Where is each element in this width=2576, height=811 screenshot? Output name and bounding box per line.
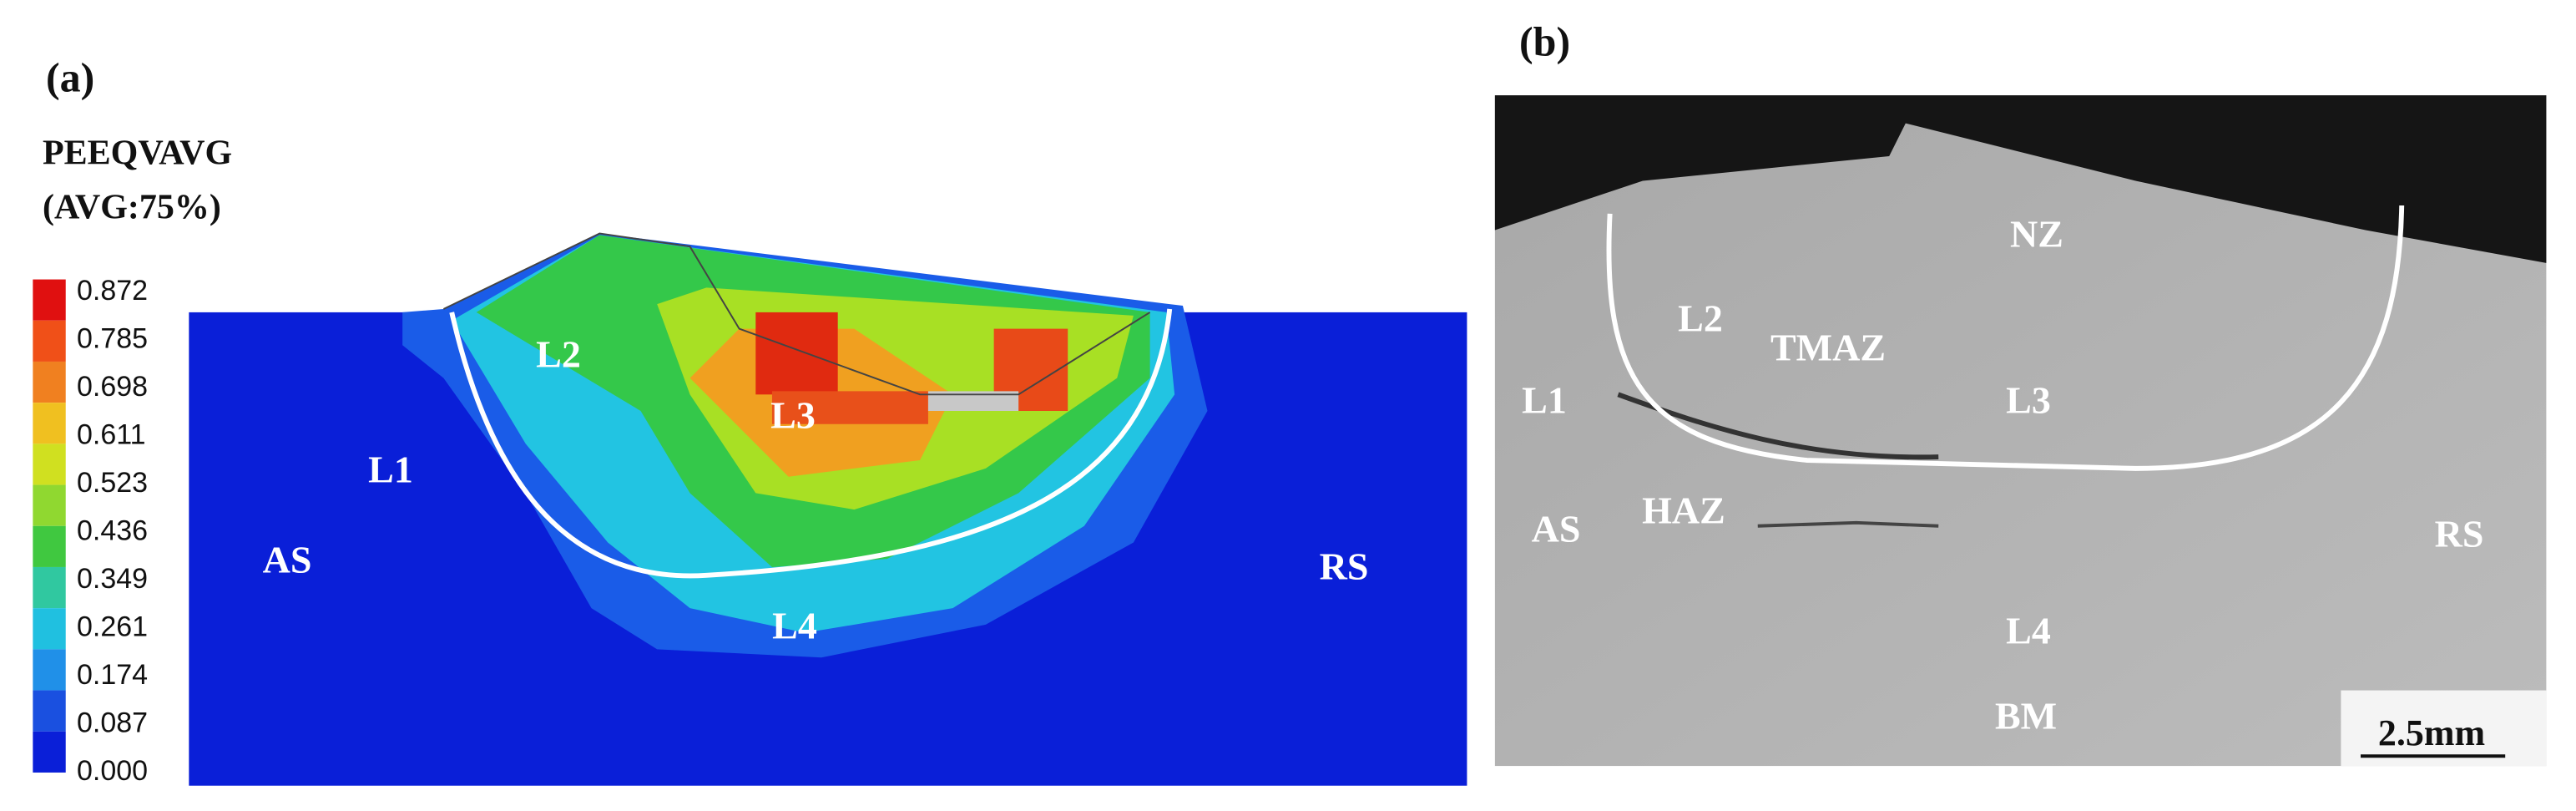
legend-tick-label: 0.698 bbox=[77, 371, 148, 403]
legend-tick-label: 0.261 bbox=[77, 611, 148, 642]
legend-title: (AVG:75%) bbox=[43, 189, 221, 227]
region-label: L2 bbox=[1678, 297, 1723, 340]
region-label: TMAZ bbox=[1770, 327, 1886, 369]
legend-tick-label: 0.523 bbox=[77, 467, 148, 499]
region-label: L4 bbox=[2006, 610, 2051, 652]
scale-bar-label: 2.5mm bbox=[2378, 712, 2485, 753]
region-label: AS bbox=[263, 539, 312, 581]
legend-tick-label: 0.174 bbox=[77, 659, 148, 691]
region-label: AS bbox=[1532, 508, 1581, 550]
legend-tick-label: 0.349 bbox=[77, 563, 148, 595]
legend-tick-label: 0.611 bbox=[77, 418, 146, 450]
region-label: L3 bbox=[770, 394, 816, 437]
region-label: L2 bbox=[536, 333, 581, 376]
region-label: RS bbox=[2435, 513, 2484, 555]
region-label: NZ bbox=[2010, 213, 2063, 256]
legend-title: PEEQVAVG bbox=[43, 134, 232, 173]
panel-label: (b) bbox=[1519, 18, 1570, 64]
legend-tick-label: 0.000 bbox=[77, 755, 148, 787]
region-label: L1 bbox=[368, 449, 413, 491]
panel-label: (a) bbox=[46, 53, 94, 100]
contour-plot bbox=[189, 232, 1467, 786]
region-label: BM bbox=[1995, 695, 2057, 738]
region-label: L4 bbox=[772, 605, 817, 647]
micrograph bbox=[1494, 95, 2547, 767]
colorbar bbox=[33, 279, 66, 773]
legend-tick-label: 0.087 bbox=[77, 707, 148, 738]
legend-tick-label: 0.436 bbox=[77, 514, 148, 546]
legend-tick-label: 0.872 bbox=[77, 275, 148, 307]
region-label: RS bbox=[1320, 545, 1369, 588]
region-label: L3 bbox=[2006, 379, 2051, 422]
region-label: HAZ bbox=[1642, 489, 1725, 532]
region-label: L1 bbox=[1522, 379, 1567, 422]
legend-tick-label: 0.785 bbox=[77, 322, 148, 354]
